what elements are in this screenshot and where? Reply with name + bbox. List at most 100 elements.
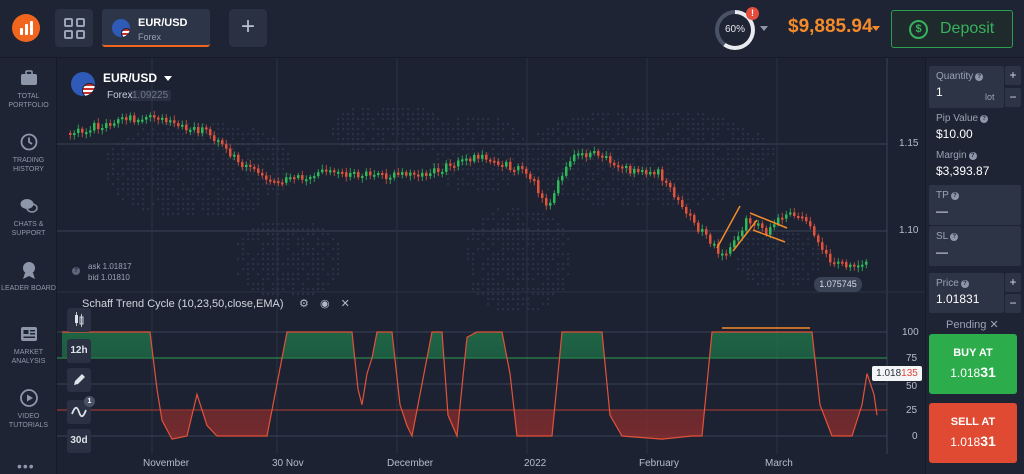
sidebar-item-label: LEADER BOARD [1, 285, 56, 292]
oscillator-tick: 100 [902, 327, 919, 338]
price-decrement-button[interactable]: − [1005, 294, 1021, 313]
x-axis-label: 2022 [524, 458, 547, 469]
pip-value: $10.00 [936, 127, 973, 141]
help-icon[interactable]: ? [950, 233, 959, 241]
chart-asset-symbol: EUR/USD [103, 71, 158, 85]
help-icon[interactable]: ? [975, 73, 984, 81]
sidebar-item-leader-board[interactable]: LEADER BOARD [0, 260, 57, 293]
x-axis-label: March [765, 458, 793, 469]
drawing-tools-button[interactable] [67, 368, 91, 392]
tp-value: — [936, 204, 948, 218]
help-icon[interactable]: ? [960, 280, 969, 288]
indicators-button[interactable]: 1 [67, 396, 95, 424]
schaff-oscillator-series [62, 331, 878, 440]
period-button[interactable]: 30d [67, 429, 91, 453]
stop-loss-field[interactable]: SL? — [929, 226, 1021, 266]
help-icon[interactable]: ? [72, 267, 80, 275]
quantity-decrement-button[interactable]: − [1005, 88, 1021, 107]
gear-icon[interactable]: ⚙ [299, 298, 309, 310]
sidebar-item-label: TOTAL PORTFOLIO [8, 93, 49, 109]
indicator-tools: ⚙ ◉ ✕ [299, 297, 358, 310]
history-icon [20, 133, 37, 151]
margin-value: $3,393.87 [936, 164, 990, 178]
more-icon[interactable]: ••• [17, 458, 35, 474]
price-increment-button[interactable]: + [1005, 273, 1021, 292]
candles-icon [75, 312, 84, 327]
sell-price: 1.01831 [929, 433, 1017, 449]
sidebar-item-video-tutorials[interactable]: VIDEO TUTORIALS [0, 388, 57, 430]
margin-label: Margin? [936, 150, 977, 161]
price-input[interactable]: 1.01831 [936, 292, 980, 306]
quantity-unit: lot [985, 92, 995, 102]
indicator-title: Schaff Trend Cycle (10,23,50,close,EMA) [82, 298, 284, 310]
sl-label-text: SL [936, 231, 949, 242]
balance-chevron-down-icon[interactable] [872, 26, 880, 31]
sell-price-main: 1.018 [950, 435, 981, 449]
x-axis-label: December [387, 458, 434, 469]
pending-toggle[interactable]: Pending ✕ [946, 318, 999, 331]
news-icon [20, 327, 37, 341]
help-icon[interactable]: ? [980, 115, 989, 123]
oscillator-tick: 25 [906, 405, 918, 416]
buy-price-bold: 31 [980, 364, 996, 380]
indicators-icon [71, 406, 87, 418]
asset-tab-type: Forex [138, 32, 162, 42]
help-icon[interactable]: ? [968, 152, 977, 160]
margin-label-text: Margin [936, 150, 967, 161]
chevron-down-icon[interactable] [164, 76, 172, 81]
progress-chevron-down-icon[interactable] [760, 26, 768, 31]
top-bar: EUR/USD Forex + 60% ! $9,885.94 $ Deposi… [0, 0, 1024, 58]
sidebar-item-trading-history[interactable]: TRADING HISTORY [0, 132, 57, 174]
buy-price-main: 1.018 [950, 366, 981, 380]
eye-icon[interactable]: ◉ [319, 298, 330, 310]
chart-type-button[interactable] [67, 308, 91, 332]
sl-label: SL? [936, 231, 959, 242]
chart-area[interactable]: EUR/USD 1.09225 Forex ? ask 1.01817 bid … [57, 58, 925, 474]
price-label-text: Price [936, 278, 959, 289]
progress-label: 60% [719, 14, 751, 46]
sell-button[interactable]: SELL AT 1.01831 [929, 403, 1017, 463]
sidebar-item-label: VIDEO TUTORIALS [8, 413, 49, 429]
play-icon [19, 389, 38, 407]
dollar-icon: $ [909, 20, 928, 39]
oscillator-tick: 75 [906, 353, 918, 364]
quantity-increment-button[interactable]: + [1005, 66, 1021, 85]
sidebar-item-chats-support[interactable]: CHATS & SUPPORT [0, 196, 57, 238]
account-balance[interactable]: $9,885.94 [788, 16, 873, 37]
help-icon[interactable]: ? [950, 192, 959, 200]
oscillator-tick: 0 [912, 431, 918, 442]
deposit-button[interactable]: $ Deposit [891, 10, 1013, 48]
bid-price: bid 1.01810 [88, 273, 130, 282]
buy-button[interactable]: BUY AT 1.01831 [929, 334, 1017, 394]
sl-value: — [936, 245, 948, 259]
ghost-price: 1.09225 [129, 90, 172, 101]
ask-price: ask 1.01817 [88, 262, 132, 271]
sidebar-item-total-portfolio[interactable]: TOTAL PORTFOLIO [0, 68, 57, 110]
buy-label: BUY AT [953, 347, 993, 359]
chart-asset-type: Forex [107, 90, 133, 101]
alert-badge: ! [746, 7, 759, 20]
grid-icon[interactable] [55, 9, 93, 47]
close-icon[interactable]: ✕ [989, 319, 999, 331]
buy-price: 1.01831 [929, 364, 1017, 380]
chat-icon [20, 199, 38, 213]
current-value-label: 1.018135 [872, 366, 922, 381]
trendline-annotations [716, 205, 810, 329]
quantity-input[interactable]: 1 [936, 85, 943, 99]
take-profit-field[interactable]: TP? — [929, 185, 1021, 225]
timeframe-button[interactable]: 12h [67, 339, 91, 363]
price-chart[interactable] [57, 58, 925, 474]
pencil-icon [74, 374, 85, 385]
close-icon[interactable]: ✕ [340, 298, 350, 310]
quantity-field[interactable]: Quantity? 1 lot [929, 66, 1004, 108]
candlestick-series [69, 110, 868, 273]
logo-icon[interactable] [12, 14, 40, 42]
eur-usd-flag-icon [112, 19, 130, 37]
quantity-label-text: Quantity [936, 71, 974, 82]
price-field[interactable]: Price? 1.01831 [929, 273, 1004, 313]
sidebar-item-market-analysis[interactable]: MARKET ANALYSIS [0, 324, 57, 366]
asset-tab-eurusd[interactable]: EUR/USD Forex [102, 9, 210, 47]
progress-ring[interactable]: 60% ! [715, 7, 759, 50]
add-tab-button[interactable]: + [229, 9, 267, 47]
